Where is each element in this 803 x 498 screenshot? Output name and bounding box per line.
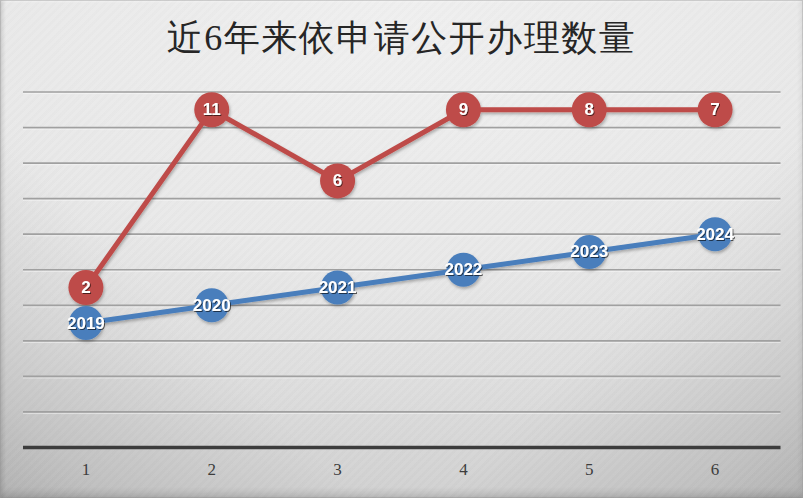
- x-tick-label: 3: [333, 460, 342, 479]
- plot-area: 2 11 6 9 8 7 2019 2020 2021 2022 2023 2024 1 2 3 4 5 6: [0, 0, 803, 498]
- x-tick-label: 5: [585, 460, 594, 479]
- data-label-requests-handled: 2: [81, 278, 90, 297]
- series-line-year: [86, 234, 715, 323]
- data-label-year: 2019: [67, 314, 105, 333]
- x-tick-label: 4: [459, 460, 468, 479]
- chart: 近6年来依申请公开办理数量 21169872019202020212022202…: [0, 0, 803, 498]
- data-label-requests-handled: 7: [710, 100, 719, 119]
- data-label-requests-handled: 6: [333, 171, 342, 190]
- x-axis-labels: 1 2 3 4 5 6: [82, 460, 720, 479]
- data-label-year: 2024: [696, 225, 734, 244]
- x-tick-label: 2: [208, 460, 217, 479]
- data-label-requests-handled: 8: [585, 100, 594, 119]
- data-label-year: 2020: [193, 296, 231, 315]
- data-label-year: 2023: [570, 242, 608, 261]
- data-label-requests-handled: 9: [459, 100, 468, 119]
- x-tick-label: 1: [82, 460, 91, 479]
- x-tick-label: 6: [711, 460, 720, 479]
- data-label-requests-handled: 11: [203, 100, 221, 119]
- data-label-year: 2021: [319, 278, 357, 297]
- data-label-year: 2022: [445, 260, 483, 279]
